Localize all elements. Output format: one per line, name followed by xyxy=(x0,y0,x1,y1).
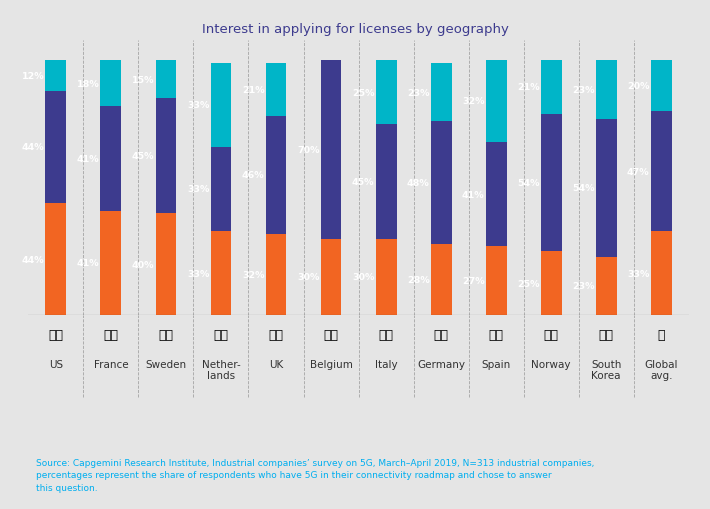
Bar xyxy=(45,204,66,316)
Bar xyxy=(266,117,286,234)
Text: 54%: 54% xyxy=(572,184,594,193)
Text: US: US xyxy=(49,359,63,369)
Bar xyxy=(431,64,452,122)
Bar xyxy=(321,61,342,239)
Bar xyxy=(101,211,121,316)
Bar xyxy=(266,64,286,117)
Text: 27%: 27% xyxy=(462,277,484,286)
Text: 20%: 20% xyxy=(627,82,650,91)
Bar xyxy=(376,125,396,239)
Text: 21%: 21% xyxy=(517,83,540,92)
Bar xyxy=(155,99,176,214)
Bar xyxy=(541,252,562,316)
Text: 28%: 28% xyxy=(407,275,430,285)
Text: 33%: 33% xyxy=(187,269,209,278)
Bar xyxy=(596,257,616,316)
Bar xyxy=(45,61,66,92)
Bar xyxy=(541,61,562,115)
Text: Belgium: Belgium xyxy=(310,359,352,369)
Text: 33%: 33% xyxy=(187,101,209,110)
Text: 41%: 41% xyxy=(77,259,99,268)
Text: 30%: 30% xyxy=(352,273,374,282)
Text: 47%: 47% xyxy=(627,167,650,176)
Text: 23%: 23% xyxy=(572,86,594,95)
Text: 40%: 40% xyxy=(132,260,154,269)
Text: 🇪🇸: 🇪🇸 xyxy=(488,328,503,341)
Text: Global
avg.: Global avg. xyxy=(645,359,678,380)
Text: Germany: Germany xyxy=(417,359,465,369)
Bar xyxy=(45,92,66,204)
Text: Source: Capgemini Research Institute, Industrial companies’ survey on 5G, March–: Source: Capgemini Research Institute, In… xyxy=(36,458,594,492)
Text: 🇩🇪: 🇩🇪 xyxy=(434,328,449,341)
Text: 32%: 32% xyxy=(462,97,484,106)
Text: France: France xyxy=(94,359,129,369)
Bar xyxy=(155,214,176,316)
Text: Italy: Italy xyxy=(375,359,398,369)
Text: South
Korea: South Korea xyxy=(591,359,621,380)
Text: 70%: 70% xyxy=(297,146,320,155)
Text: Norway: Norway xyxy=(531,359,571,369)
Text: 🇫🇷: 🇫🇷 xyxy=(104,328,119,341)
Bar xyxy=(376,239,396,316)
Text: 🇬🇧: 🇬🇧 xyxy=(268,328,283,341)
Bar xyxy=(266,234,286,316)
Bar xyxy=(101,107,121,211)
Text: 44%: 44% xyxy=(22,143,44,152)
Text: 21%: 21% xyxy=(242,86,264,95)
Text: 54%: 54% xyxy=(517,179,540,188)
Bar xyxy=(431,122,452,244)
Text: 🇳🇱: 🇳🇱 xyxy=(214,328,229,341)
Text: 23%: 23% xyxy=(572,282,594,291)
Bar xyxy=(486,61,506,143)
Text: 🇸🇪: 🇸🇪 xyxy=(158,328,173,341)
Text: 18%: 18% xyxy=(77,79,99,89)
Bar xyxy=(596,120,616,257)
Bar xyxy=(211,64,231,148)
Text: 🇳🇴: 🇳🇴 xyxy=(544,328,559,341)
Bar xyxy=(486,247,506,316)
Bar xyxy=(376,61,396,125)
Bar xyxy=(155,61,176,99)
Text: Spain: Spain xyxy=(481,359,510,369)
Text: Interest in applying for licenses by geography: Interest in applying for licenses by geo… xyxy=(202,23,508,36)
Text: 41%: 41% xyxy=(77,155,99,163)
Bar xyxy=(651,232,672,316)
Text: 45%: 45% xyxy=(132,152,154,161)
Text: 🇰🇷: 🇰🇷 xyxy=(599,328,613,341)
Text: UK: UK xyxy=(269,359,283,369)
Text: 🇺🇸: 🇺🇸 xyxy=(48,328,63,341)
Text: 🇧🇪: 🇧🇪 xyxy=(324,328,339,341)
Text: 45%: 45% xyxy=(352,178,374,186)
Text: Nether-
lands: Nether- lands xyxy=(202,359,241,380)
Text: 25%: 25% xyxy=(352,89,374,97)
Bar xyxy=(211,148,231,232)
Text: 12%: 12% xyxy=(22,72,44,81)
Bar xyxy=(651,61,672,112)
Text: 48%: 48% xyxy=(407,179,430,188)
Bar xyxy=(431,244,452,316)
Text: 🌍: 🌍 xyxy=(657,328,665,341)
Text: 30%: 30% xyxy=(297,273,320,282)
Text: 25%: 25% xyxy=(517,279,540,288)
Bar xyxy=(321,239,342,316)
Text: 33%: 33% xyxy=(187,185,209,194)
Text: 32%: 32% xyxy=(242,270,264,279)
Text: Sweden: Sweden xyxy=(146,359,187,369)
Bar xyxy=(596,61,616,120)
Text: 33%: 33% xyxy=(627,269,650,278)
Text: 41%: 41% xyxy=(462,190,484,199)
Text: 15%: 15% xyxy=(132,76,154,84)
Text: 23%: 23% xyxy=(407,89,430,97)
Text: 🇮🇹: 🇮🇹 xyxy=(378,328,393,341)
Text: 46%: 46% xyxy=(242,171,264,180)
Bar xyxy=(541,115,562,252)
Bar xyxy=(101,61,121,107)
Text: 44%: 44% xyxy=(22,255,44,264)
Bar xyxy=(486,143,506,247)
Bar xyxy=(651,112,672,232)
Bar xyxy=(211,232,231,316)
